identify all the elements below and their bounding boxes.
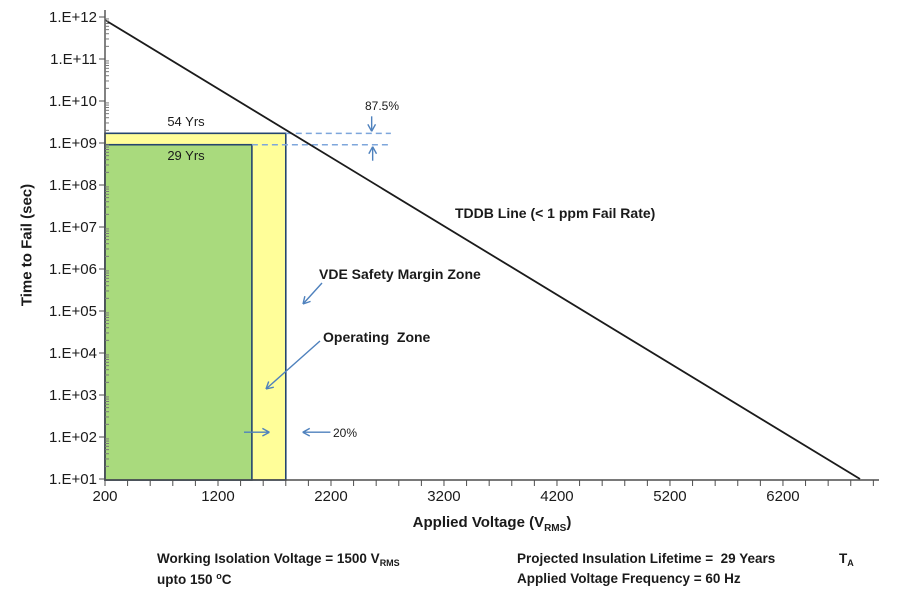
arrow-right-voltage-margin [243, 427, 270, 437]
x-tick-label: 200 [92, 488, 117, 505]
footer-temperature: upto 150 oC [157, 571, 232, 587]
footer-left1-subscript: RMS [379, 558, 400, 568]
x-tick-label: 1200 [201, 488, 234, 505]
footer-left2-text: upto 150 [157, 572, 217, 587]
footer-ta-subscript: A [847, 558, 854, 568]
arrow-vde-zone-pointer [302, 282, 323, 305]
x-axis-title-subscript: RMS [544, 523, 567, 534]
y-tick-label: 1.E+04 [49, 345, 97, 362]
y-tick-label: 1.E+03 [49, 387, 97, 404]
y-tick-label: 1.E+06 [49, 261, 97, 278]
zone-rect-operating [104, 143, 253, 481]
x-axis-title-text: Applied Voltage (V [412, 514, 545, 531]
arrow-operating-zone-pointer [265, 340, 321, 390]
label-vde-safety-margin-zone: VDE Safety Margin Zone [319, 266, 481, 282]
footer-left2-superscript: o [216, 571, 222, 581]
x-tick-label: 5200 [653, 488, 686, 505]
y-tick-label: 1.E+01 [49, 471, 97, 488]
y-tick-label: 1.E+05 [49, 303, 97, 320]
footer-left2-close: C [221, 572, 232, 587]
label-voltage-margin-percent: 20% [333, 426, 358, 440]
footer-ambient-temperature-symbol: TA [839, 551, 854, 568]
footer-ta-text: T [839, 551, 848, 566]
x-tick-label: 2200 [314, 488, 347, 505]
label-lifetime-margin-percent: 87.5% [364, 99, 400, 113]
label-29-years: 29 Yrs [167, 148, 205, 163]
arrow-down-to-54yr-line [367, 116, 377, 132]
x-axis-title-close: ) [566, 514, 572, 531]
y-axis-title: Time to Fail (sec) [18, 183, 36, 307]
y-tick-label: 1.E+09 [49, 135, 97, 152]
footer-left1-text: Working Isolation Voltage = 1500 V [157, 551, 380, 566]
x-tick-label: 4200 [540, 488, 573, 505]
footer-applied-frequency: Applied Voltage Frequency = 60 Hz [517, 571, 741, 586]
y-tick-label: 1.E+07 [49, 219, 97, 236]
y-tick-label: 1.E+11 [50, 51, 97, 68]
label-54-years: 54 Yrs [167, 114, 205, 129]
tddb-line [104, 19, 861, 480]
y-tick-label: 1.E+10 [49, 93, 97, 110]
footer-projected-lifetime: Projected Insulation Lifetime = 29 Years [517, 551, 776, 566]
y-tick-label: 1.E+12 [49, 9, 97, 26]
arrow-up-to-29yr-line [368, 146, 378, 161]
y-tick-label: 1.E+02 [49, 429, 97, 446]
footer-working-isolation-voltage: Working Isolation Voltage = 1500 VRMS [157, 551, 400, 568]
label-operating-zone: Operating Zone [323, 329, 431, 345]
x-tick-label: 6200 [766, 488, 799, 505]
y-tick-label: 1.E+08 [49, 177, 97, 194]
x-axis-title: Applied Voltage (VRMS) [413, 514, 572, 534]
label-tddb-line: TDDB Line (< 1 ppm Fail Rate) [455, 205, 656, 221]
arrow-left-voltage-margin [302, 427, 331, 437]
x-tick-label: 3200 [427, 488, 460, 505]
